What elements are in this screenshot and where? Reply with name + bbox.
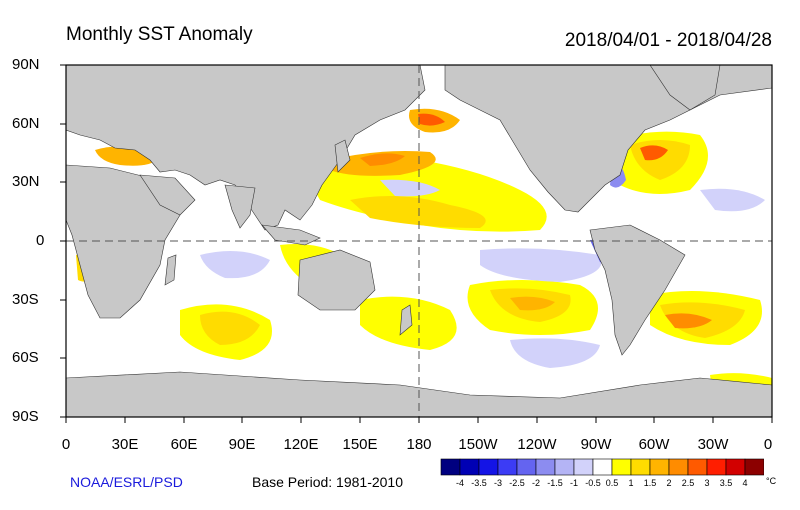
colorbar-swatch [611, 458, 632, 476]
x-label: 150W [458, 436, 498, 453]
colorbar-tick-label: 4 [742, 478, 748, 488]
indonesia [261, 224, 321, 246]
x-label: 0 [763, 436, 773, 453]
new-zealand [399, 304, 413, 336]
y-label-60n: 60N [12, 115, 40, 132]
colorbar-swatch [478, 458, 499, 476]
colorbar-tick-label: 2 [666, 478, 672, 488]
y-label-30s: 30S [12, 291, 39, 308]
australia [297, 249, 376, 311]
colorbar-swatch [497, 458, 518, 476]
colorbar-tick-label: -3 [493, 478, 503, 488]
colorbar-swatch [725, 458, 746, 476]
x-label: 150E [342, 436, 378, 453]
x-label: 180 [406, 436, 432, 453]
x-label: 60W [638, 436, 670, 453]
colorbar-tick-label: 3.5 [719, 478, 733, 488]
x-label: 90E [228, 436, 256, 453]
x-label: 30E [111, 436, 139, 453]
colorbar [440, 458, 764, 476]
colorbar-tick-label: -0.5 [585, 478, 601, 488]
colorbar-swatch [554, 458, 575, 476]
south-america [589, 224, 686, 356]
colorbar-swatch [459, 458, 480, 476]
colorbar-tick-label: -3.5 [471, 478, 487, 488]
colorbar-swatch [592, 458, 613, 476]
colorbar-swatch [668, 458, 689, 476]
colorbar-tick-label: -1 [569, 478, 579, 488]
greenland [649, 65, 721, 111]
colorbar-swatch [440, 458, 461, 476]
colorbar-tick-label: -4 [455, 478, 465, 488]
y-label-90n: 90N [12, 56, 40, 73]
colorbar-swatch [573, 458, 594, 476]
colorbar-tick-label: -2 [531, 478, 541, 488]
colorbar-swatch [535, 458, 556, 476]
x-label: 0 [61, 436, 71, 453]
colorbar-tick-label: 0.5 [605, 478, 619, 488]
base-period: Base Period: 1981-2010 [252, 474, 403, 490]
colorbar-tick-label: -1.5 [547, 478, 563, 488]
y-label-equator: 0 [36, 232, 45, 249]
date-range: 2018/04/01 - 2018/04/28 [564, 30, 772, 51]
x-label: 90W [580, 436, 612, 453]
colorbar-tick-label: -2.5 [509, 478, 525, 488]
x-label: 120E [283, 436, 319, 453]
colorbar-tick-label: 1.5 [643, 478, 657, 488]
axis-ticks [60, 64, 773, 423]
x-label: 60E [170, 436, 198, 453]
colorbar-swatch [649, 458, 670, 476]
x-label: 120W [517, 436, 557, 453]
y-label-90s: 90S [12, 408, 39, 425]
colorbar-tick-label: 3 [704, 478, 710, 488]
colorbar-unit: °C [766, 476, 777, 486]
credit-link[interactable]: NOAA/ESRL/PSD [70, 474, 183, 490]
colorbar-swatch [687, 458, 708, 476]
colorbar-swatch [516, 458, 537, 476]
arabia [139, 174, 196, 216]
colorbar-tick-label: 1 [628, 478, 634, 488]
map-title: Monthly SST Anomaly [66, 24, 253, 45]
colorbar-swatch [630, 458, 651, 476]
colorbar-swatch [706, 458, 727, 476]
y-label-30n: 30N [12, 173, 40, 190]
colorbar-swatch [744, 458, 764, 476]
madagascar [164, 254, 177, 286]
x-label: 30W [697, 436, 729, 453]
colorbar-tick-label: 2.5 [681, 478, 695, 488]
india [224, 184, 256, 229]
y-label-60s: 60S [12, 349, 39, 366]
japan [334, 139, 351, 173]
